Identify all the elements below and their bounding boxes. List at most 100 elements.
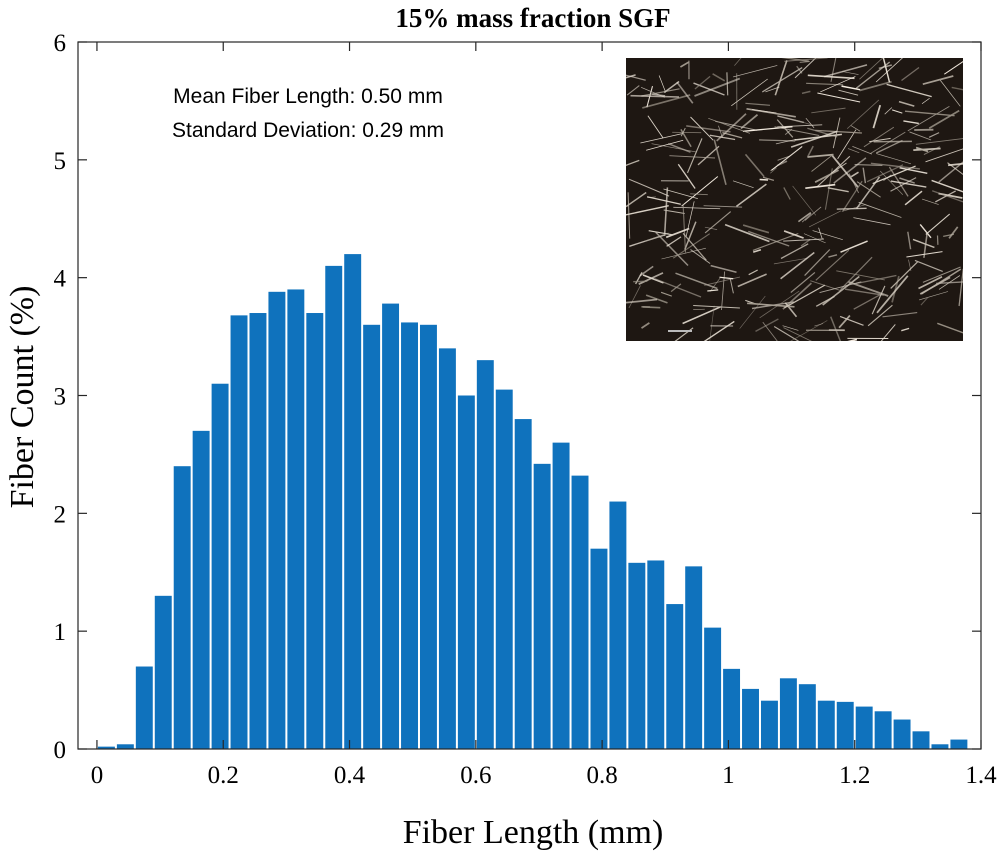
fiber-strand	[752, 248, 762, 253]
fiber-strand	[759, 178, 769, 181]
histogram-bar	[609, 501, 627, 749]
fiber-strand	[626, 85, 640, 96]
fiber-strand	[737, 273, 767, 288]
fiber-strand	[646, 196, 681, 205]
fiber-strand	[948, 226, 959, 239]
fiber-strand	[718, 125, 723, 138]
histogram-bar	[135, 666, 153, 749]
fiber-strand	[886, 83, 932, 98]
fiber-strand	[680, 129, 692, 148]
y-tick-label: 3	[54, 384, 67, 411]
fiber-strand	[815, 249, 850, 281]
fiber-strand	[853, 217, 891, 226]
fiber-strand	[884, 107, 893, 115]
histogram-bar	[533, 463, 551, 749]
fiber-strand	[805, 117, 815, 129]
fiber-strand	[759, 290, 800, 319]
fiber-strand	[804, 206, 822, 221]
fiber-strand	[729, 278, 734, 294]
fiber-strand	[847, 338, 858, 341]
fiber-strand	[830, 162, 847, 174]
fiber-strand	[915, 138, 963, 145]
fiber-strand	[641, 88, 680, 97]
fiber-strand	[876, 153, 911, 165]
fiber-strand	[898, 100, 915, 107]
fiber-strand	[890, 261, 918, 289]
fiber-strand	[912, 238, 935, 249]
fiber-strand	[858, 201, 902, 218]
histogram-bar	[798, 684, 816, 749]
fiber-strand	[801, 90, 811, 95]
fiber-strand	[673, 206, 721, 210]
y-tick-label: 6	[54, 30, 67, 57]
histogram-bar	[836, 701, 854, 749]
fiber-strand	[951, 86, 963, 91]
standard-deviation-annotation: Standard Deviation: 0.29 mm	[172, 119, 444, 142]
fiber-strand	[807, 145, 814, 157]
fiber-strand	[682, 306, 722, 325]
histogram-bar	[931, 744, 949, 749]
fiber-strand	[921, 97, 930, 104]
fiber-strand	[906, 251, 943, 258]
fiber-strand	[639, 265, 654, 277]
y-tick-label: 5	[54, 148, 67, 175]
fiber-strand	[642, 306, 661, 309]
fiber-strand	[654, 278, 702, 298]
fiber-strand	[867, 304, 893, 327]
fiber-strand	[822, 275, 860, 306]
fiber-strand	[627, 192, 631, 239]
fiber-strand	[923, 146, 941, 156]
fiber-strand	[888, 166, 909, 197]
fiber-strand	[694, 75, 711, 90]
fiber-strand	[686, 125, 731, 133]
fiber-strand	[846, 99, 880, 129]
fiber-strand	[839, 315, 864, 326]
fiber-strand	[774, 60, 788, 96]
x-tick-label: 1.2	[839, 762, 870, 789]
histogram-bar	[514, 419, 532, 749]
fiber-strand	[819, 281, 862, 294]
fiber-strand	[811, 107, 846, 114]
fiber-strand	[755, 318, 779, 333]
fiber-strand	[839, 256, 873, 291]
fiber-strand	[921, 198, 939, 205]
fiber-strand	[845, 288, 884, 296]
fiber-strand	[682, 232, 707, 261]
fiber-strand	[808, 210, 842, 228]
fiber-strand	[909, 131, 932, 141]
fiber-strand	[859, 80, 892, 92]
fiber-strand	[800, 238, 811, 247]
fiber-strand	[815, 129, 862, 134]
fiber-strand	[669, 155, 716, 159]
histogram-bar	[495, 389, 513, 749]
fiber-strand	[871, 285, 886, 315]
fiber-strand	[746, 107, 796, 118]
histogram-bar	[723, 668, 741, 749]
histogram-bar	[97, 746, 115, 749]
fiber-strand	[628, 285, 641, 309]
fiber-strand	[732, 180, 754, 189]
fiber-strand	[783, 238, 825, 242]
fiber-strand	[919, 291, 949, 301]
fiber-strand	[855, 61, 891, 89]
histogram-bar	[779, 678, 797, 749]
fiber-strand	[648, 230, 673, 236]
fiber-strand	[704, 276, 741, 286]
fiber-strand	[805, 183, 836, 190]
fiber-strand	[672, 233, 711, 259]
fiber-strand	[626, 74, 646, 81]
fiber-strand	[807, 127, 838, 138]
fiber-strand	[848, 173, 860, 194]
fiber-strand	[814, 169, 839, 183]
fiber-strand	[832, 117, 841, 149]
fiber-strand	[890, 180, 927, 188]
fiber-strand	[712, 73, 726, 82]
fiber-strand	[827, 187, 849, 193]
histogram-bar	[154, 595, 172, 749]
fiber-strand	[807, 74, 855, 80]
fiber-strand	[770, 161, 783, 172]
fiber-strand	[780, 243, 809, 260]
fiber-strand	[672, 131, 702, 134]
fiber-strand	[853, 294, 881, 310]
